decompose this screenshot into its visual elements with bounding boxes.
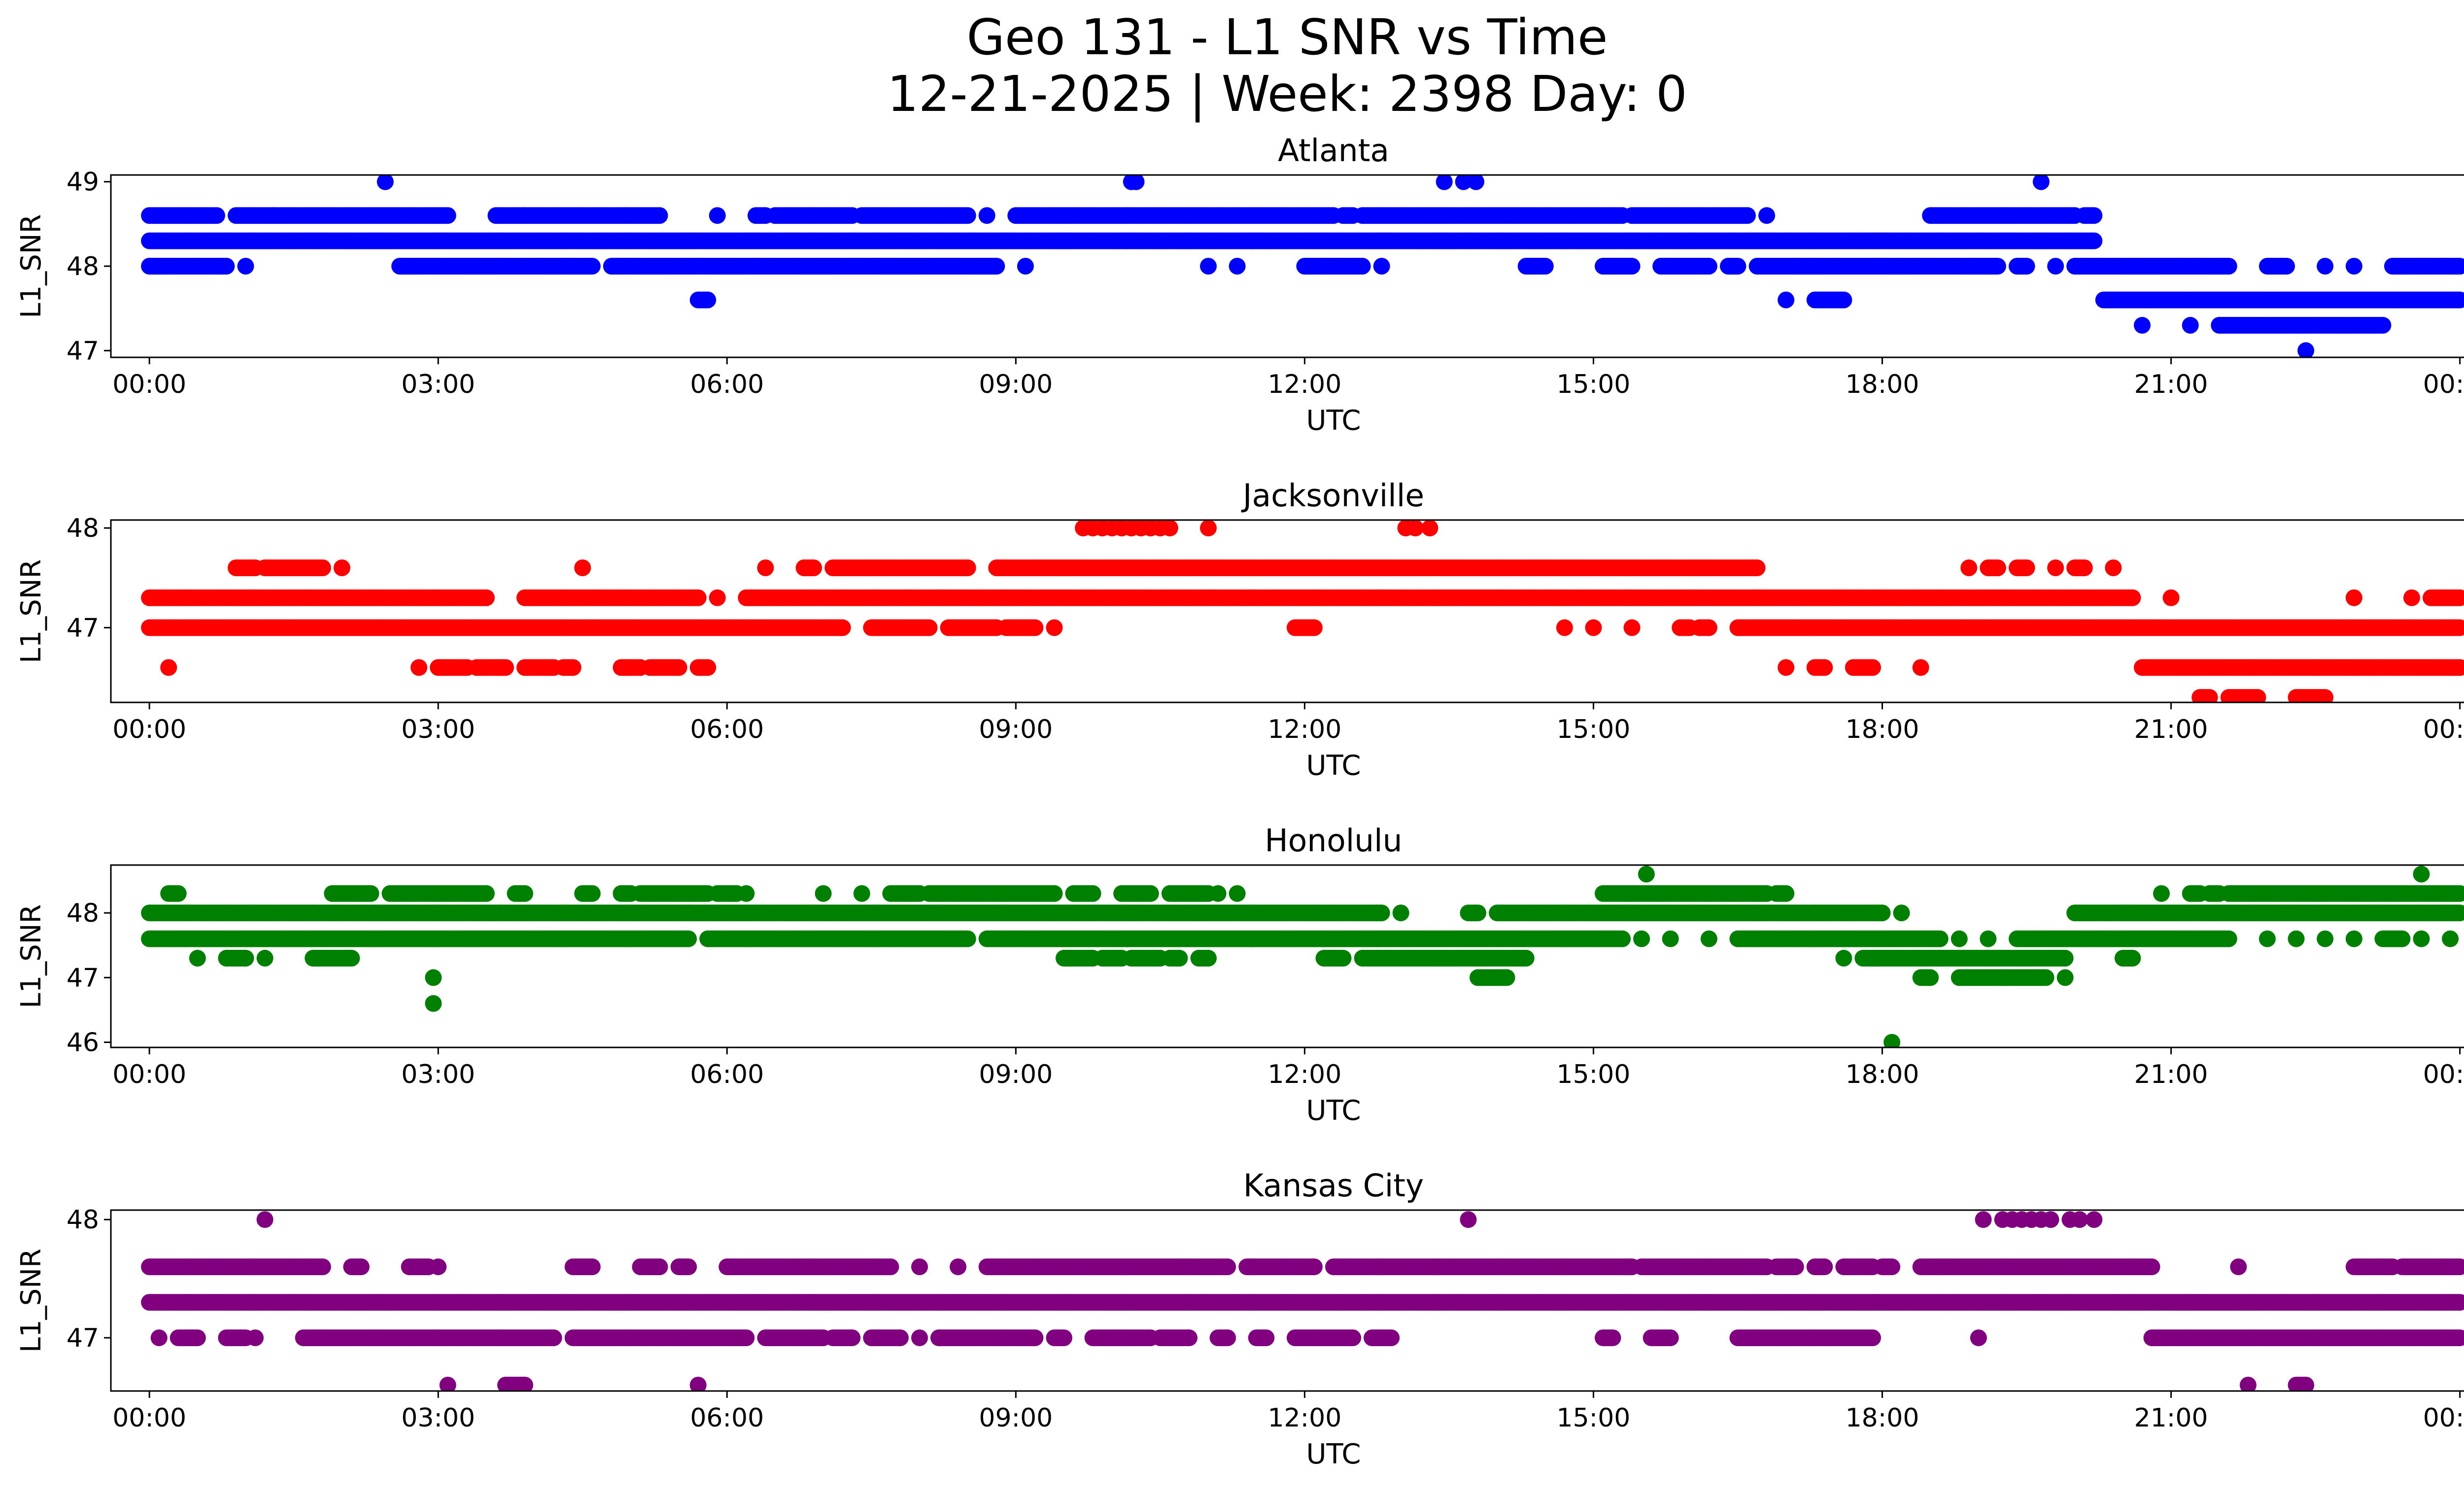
y-axis-label: L1_SNR [15,214,47,318]
data-point [699,291,717,309]
data-point [2124,589,2141,606]
data-point [2297,342,2315,357]
data-point [2451,291,2464,309]
data-point [1229,258,1246,275]
data-point [1556,619,1573,636]
figure-title-line2: 12-21-2025 | Week: 2398 Day: 0 [887,65,1687,123]
data-point [1623,619,1641,636]
data-point [1623,258,1641,275]
x-axis-label: UTC [1306,405,1361,437]
x-tick-label: 00:00 [2423,370,2464,399]
data-point [208,207,225,224]
data-point [1436,175,1453,190]
x-tick-label: 06:00 [690,370,764,399]
data-point [333,559,350,576]
x-tick-label: 09:00 [979,370,1053,399]
data-point [1354,258,1371,275]
data-point [805,559,822,576]
data-point [1027,619,1044,636]
data-point [1537,258,1554,275]
y-tick-label: 49 [67,168,99,197]
data-point [2086,207,2103,224]
data-point [834,619,851,636]
y-tick-label: 47 [67,336,99,366]
data-point [2345,258,2362,275]
data-point [439,207,456,224]
data-point [959,559,976,576]
data-point [1017,258,1034,275]
data-point [651,207,668,224]
data-point [2451,619,2464,636]
data-point [921,619,938,636]
x-tick-label: 21:00 [2134,370,2208,399]
data-point [1046,619,1063,636]
data-point [1835,291,1852,309]
data-point [1739,207,1756,224]
data-point [218,258,235,275]
data-point [2220,258,2237,275]
data-point [709,207,726,224]
data-point [2032,175,2050,190]
x-tick-label: 00:00 [112,370,186,399]
data-point [2374,316,2392,334]
chart-panel-jacksonville: 00:00 03:00 06:00 09:00 12:00 15:00 18:00 21:00… [15,478,2464,782]
data-point [2403,589,2420,606]
x-tick-label: 12:00 [1267,370,1341,399]
data-point [709,589,726,606]
data-point [2345,589,2362,606]
data-point [2086,232,2103,249]
data-point [689,589,707,606]
data-point [2317,258,2334,275]
chart-panel-atlanta: 00:00 03:00 06:00 09:00 12:00 15:00 18:00 21:00… [15,133,2464,437]
data-point [1758,207,1776,224]
data-point [2047,258,2064,275]
scatter-points [141,520,2464,702]
data-point [1128,175,1145,190]
x-tick-label: 18:00 [1846,370,1919,399]
data-point [574,559,591,576]
data-point [1305,619,1323,636]
data-point [376,175,394,190]
data-point [1373,258,1390,275]
x-tick-label: 15:00 [1557,370,1631,399]
data-point [2451,258,2464,275]
data-point [314,559,331,576]
y-tick-label: 48 [67,252,99,281]
data-point [1455,175,1472,190]
data-point [1585,619,1602,636]
figure-title-line1: Geo 131 - L1 SNR vs Time [967,8,1608,66]
data-point [1729,258,1746,275]
scatter-points [141,175,2464,357]
panel-title: Atlanta [1278,133,1389,169]
data-point [1468,175,1485,190]
data-point [478,589,495,606]
data-point [2018,258,2035,275]
data-point [2451,589,2464,606]
data-point [1989,258,2006,275]
data-point [757,559,774,576]
data-point [2134,316,2151,334]
data-point [988,258,1005,275]
data-point [2182,316,2199,334]
x-tick-label: 03:00 [401,370,475,399]
data-point [2278,258,2295,275]
data-point [978,207,995,224]
data-point [583,258,601,275]
data-point [237,258,254,275]
data-point [1778,291,1795,309]
data-point [1700,619,1717,636]
data-point [2162,589,2180,606]
data-point [1700,258,1717,275]
data-point [959,207,976,224]
data-point [1200,258,1217,275]
